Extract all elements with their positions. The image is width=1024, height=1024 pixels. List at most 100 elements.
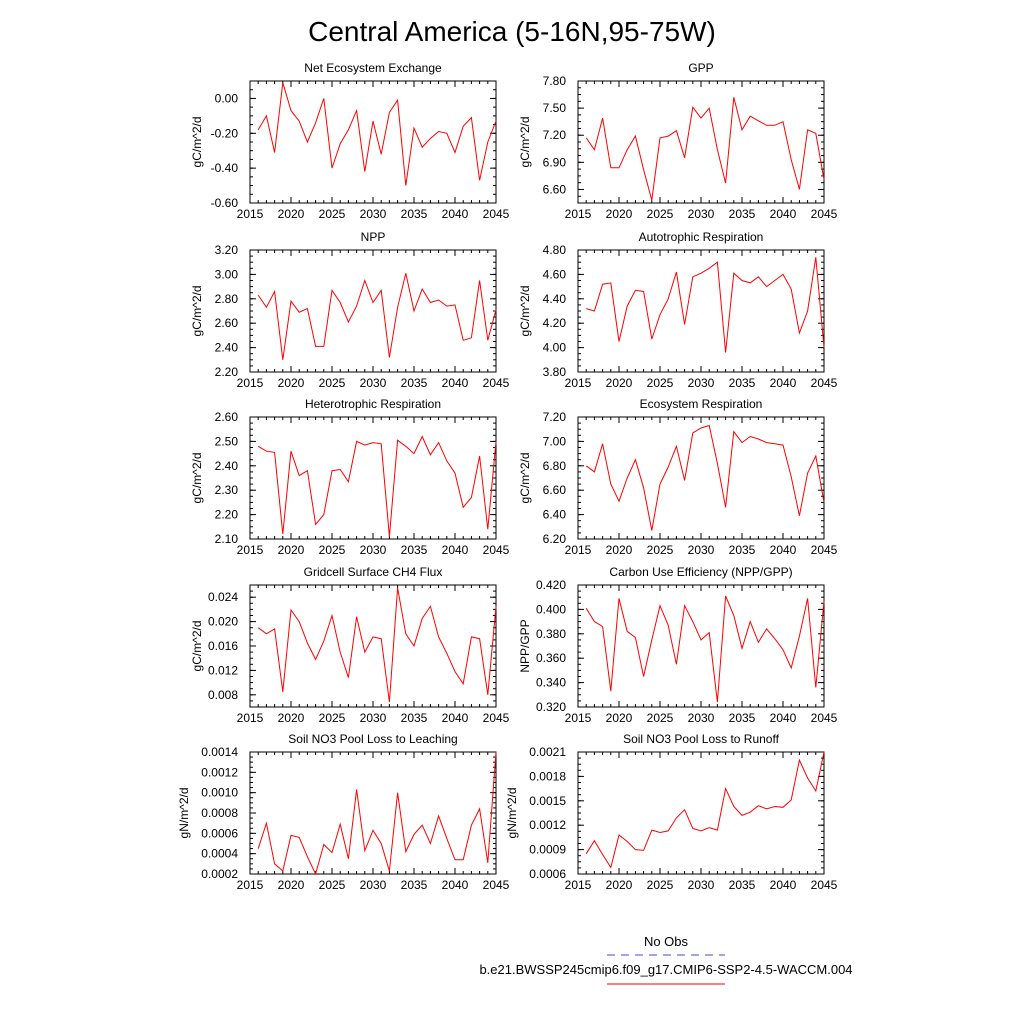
x-tick-label: 2025 — [647, 543, 674, 557]
x-tick-label: 2035 — [401, 878, 428, 892]
y-tick-label: 7.20 — [543, 410, 567, 424]
x-tick-label: 2045 — [483, 711, 510, 725]
x-tick-label: 2015 — [237, 878, 264, 892]
x-tick-label: 2030 — [688, 376, 715, 390]
x-tick-label: 2035 — [401, 207, 428, 221]
x-tick-label: 2045 — [483, 376, 510, 390]
y-tick-label: 0.0008 — [201, 806, 238, 820]
y-tick-label: 6.60 — [543, 483, 567, 497]
y-axis-label: gC/m^2/d — [190, 286, 204, 337]
y-tick-label: 0.0012 — [201, 765, 238, 779]
x-tick-label: 2040 — [442, 543, 469, 557]
plot-frame — [249, 751, 497, 875]
y-axis-label: gC/m^2/d — [190, 453, 204, 504]
series-line — [586, 257, 825, 353]
y-tick-label: 0.0012 — [529, 818, 566, 832]
y-tick-label: 0.0010 — [201, 786, 238, 800]
y-tick-label: 0.0015 — [529, 794, 566, 808]
x-tick-label: 2035 — [401, 711, 428, 725]
x-tick-label: 2015 — [237, 376, 264, 390]
x-tick-label: 2030 — [360, 711, 387, 725]
y-tick-label: 0.020 — [208, 615, 238, 629]
x-tick-label: 2020 — [278, 711, 305, 725]
y-tick-label: 4.00 — [543, 341, 567, 355]
legend-obs-label: No Obs — [644, 934, 689, 949]
x-tick-label: 2025 — [319, 376, 346, 390]
x-tick-label: 2025 — [647, 207, 674, 221]
panel-title: Autotrophic Respiration — [639, 230, 764, 244]
y-tick-label: 0.0014 — [201, 745, 238, 759]
x-tick-label: 2045 — [483, 543, 510, 557]
y-tick-label: 3.80 — [543, 365, 567, 379]
x-tick-label: 2020 — [606, 207, 633, 221]
y-tick-label: 6.80 — [543, 459, 567, 473]
y-axis-label: gN/m^2/d — [505, 788, 519, 839]
panel-title: Net Ecosystem Exchange — [304, 61, 442, 75]
y-tick-label: 6.60 — [543, 182, 567, 196]
y-axis-label: gC/m^2/d — [190, 621, 204, 672]
y-tick-label: 0.00 — [215, 91, 239, 105]
y-tick-label: 3.20 — [215, 243, 239, 257]
x-tick-label: 2035 — [729, 376, 756, 390]
series-line — [257, 751, 497, 876]
x-tick-label: 2040 — [770, 878, 797, 892]
x-tick-label: 2025 — [647, 376, 674, 390]
x-tick-label: 2035 — [401, 543, 428, 557]
y-tick-label: 0.0021 — [529, 745, 566, 759]
panel-8: Carbon Use Efficiency (NPP/GPP) NPP/GPP 20… — [518, 565, 838, 725]
y-tick-label: 2.50 — [215, 434, 239, 448]
panel-2: GPP gC/m^2/d 2015 2020 2025 2030 2035 2040 2045 7… — [518, 61, 838, 221]
x-tick-label: 2030 — [688, 543, 715, 557]
panel-grid: Net Ecosystem Exchange gC/m^2/d 2015 2020 20… — [177, 61, 838, 892]
x-tick-label: 2025 — [647, 711, 674, 725]
x-tick-label: 2015 — [237, 207, 264, 221]
panel-title: Ecosystem Respiration — [640, 397, 763, 411]
x-tick-label: 2040 — [770, 543, 797, 557]
y-tick-label: 2.40 — [215, 459, 239, 473]
y-tick-label: -0.40 — [211, 161, 239, 175]
y-tick-label: -0.20 — [211, 126, 239, 140]
x-tick-label: 2015 — [237, 711, 264, 725]
x-tick-label: 2015 — [565, 711, 592, 725]
panel-7: Gridcell Surface CH4 Flux gC/m^2/d 2015 202… — [190, 565, 510, 725]
panel-title: Heterotrophic Respiration — [305, 397, 441, 411]
panel-9: Soil NO3 Pool Loss to Leaching gN/m^2/d 20… — [177, 732, 510, 892]
x-tick-label: 2025 — [319, 711, 346, 725]
y-tick-label: 3.00 — [215, 267, 239, 281]
y-tick-label: 4.60 — [543, 267, 567, 281]
x-tick-label: 2045 — [483, 878, 510, 892]
y-axis-label: gC/m^2/d — [518, 453, 532, 504]
y-tick-label: 2.10 — [215, 532, 239, 546]
x-tick-label: 2030 — [360, 207, 387, 221]
panel-1: Net Ecosystem Exchange gC/m^2/d 2015 2020 20… — [190, 61, 510, 221]
y-tick-label: 0.0006 — [201, 826, 238, 840]
x-tick-label: 2045 — [811, 207, 838, 221]
y-tick-label: -0.60 — [211, 196, 239, 210]
x-tick-label: 2035 — [729, 878, 756, 892]
x-tick-label: 2040 — [770, 711, 797, 725]
y-tick-label: 0.320 — [536, 700, 566, 714]
plot-frame — [577, 751, 825, 875]
x-tick-label: 2035 — [729, 543, 756, 557]
y-tick-label: 4.20 — [543, 316, 567, 330]
panel-10: Soil NO3 Pool Loss to Runoff gN/m^2/d 2015… — [505, 732, 838, 892]
x-tick-label: 2040 — [770, 207, 797, 221]
legend-model-label: b.e21.BWSSP245cmip6.f09_g17.CMIP6-SSP2-4… — [479, 962, 852, 977]
x-tick-label: 2030 — [360, 543, 387, 557]
x-tick-label: 2025 — [319, 543, 346, 557]
x-tick-label: 2030 — [688, 207, 715, 221]
y-tick-label: 0.0004 — [201, 847, 238, 861]
panel-3: NPP gC/m^2/d 2015 2020 2025 2030 2035 2040 2045 3… — [190, 230, 510, 390]
y-axis-label: gC/m^2/d — [190, 117, 204, 168]
x-tick-label: 2015 — [565, 543, 592, 557]
y-tick-label: 7.00 — [543, 434, 567, 448]
y-tick-label: 0.016 — [208, 639, 238, 653]
y-tick-label: 0.024 — [208, 590, 238, 604]
y-tick-label: 6.90 — [543, 155, 567, 169]
x-tick-label: 2045 — [483, 207, 510, 221]
x-tick-label: 2045 — [811, 878, 838, 892]
panel-title: GPP — [688, 61, 713, 75]
y-tick-label: 2.20 — [215, 365, 239, 379]
y-tick-label: 2.30 — [215, 483, 239, 497]
x-tick-label: 2015 — [237, 543, 264, 557]
